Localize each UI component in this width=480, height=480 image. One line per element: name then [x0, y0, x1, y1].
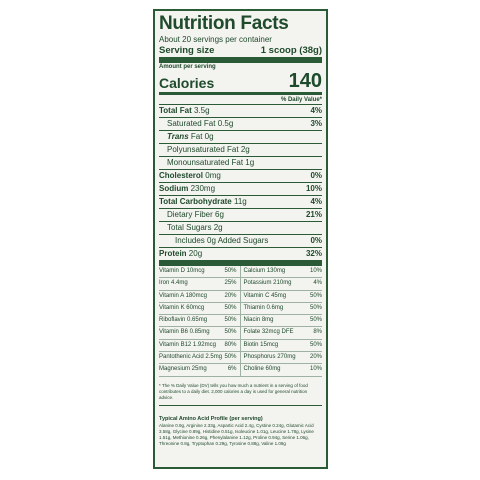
- nutrient-row-added-sugars: Includes 0g Added Sugars 0%: [159, 234, 322, 247]
- footnote-divider: [159, 404, 322, 406]
- vitamin-row: Vitamin B6 0.85mg 50% Folate 32mcg DFE 8%: [159, 327, 322, 340]
- thick-divider: [159, 57, 322, 63]
- vitamin-row: Riboflavin 0.65mg 50% Niacin 8mg 50%: [159, 315, 322, 328]
- amino-acid-profile: Alanine 0.9g, Arginine 2.33g, Aspartic A…: [159, 422, 314, 446]
- vitamin-row: Vitamin K 60mcg 50% Thiamin 0.6mg 50%: [159, 302, 322, 316]
- nutrient-row-total-fat: Total Fat 3.5g 4%: [159, 104, 322, 115]
- nutrient-row-total-carbohydrate: Total Carbohydrate 11g 4%: [159, 195, 322, 206]
- daily-value-header: % Daily Value*: [280, 97, 322, 103]
- nutrient-row-polyunsaturated-fat: Polyunsaturated Fat 2g: [159, 143, 322, 156]
- nutrient-row-protein: Protein 20g 32%: [159, 247, 322, 258]
- servings-per-container: About 20 servings per container: [159, 35, 272, 44]
- daily-value-footnote: * The % Daily Value (DV) tells you how m…: [159, 382, 308, 400]
- serving-size-value: 1 scoop (38g): [260, 45, 322, 56]
- nutrient-row-sodium: Sodium 230mg 10%: [159, 182, 322, 193]
- nutrient-row-total-sugars: Total Sugars 2g: [159, 221, 322, 234]
- amount-per-serving: Amount per serving: [159, 64, 216, 70]
- nutrient-row-saturated-fat: Saturated Fat 0.5g 3%: [159, 117, 322, 130]
- vitamin-row: Vitamin D 10mcg 50% Calcium 130mg 10%: [159, 266, 322, 279]
- nutrient-row-dietary-fiber: Dietary Fiber 6g 21%: [159, 208, 322, 221]
- vitamin-row: Vitamin A 180mcg 20% Vitamin C 45mg 50%: [159, 290, 322, 303]
- nutrient-row-monounsaturated-fat: Monounsaturated Fat 1g: [159, 156, 322, 169]
- nutrient-row-cholesterol: Cholesterol 0mg 0%: [159, 169, 322, 180]
- vitamin-row: Pantothenic Acid 2.5mg 50% Phosphorus 270…: [159, 352, 322, 365]
- calories-label: Calories: [159, 75, 215, 91]
- nutrient-row-trans-fat: Trans Fat 0g: [159, 130, 322, 143]
- vitamin-row: Vitamin B12 1.92mcg 80% Biotin 15mcg 50%: [159, 339, 322, 353]
- medium-divider: [159, 92, 322, 95]
- vitamins-grid: Vitamin D 10mcg 50% Calcium 130mg 10% Iron…: [159, 260, 322, 377]
- serving-size-label: Serving size: [159, 45, 215, 56]
- label-title: Nutrition Facts: [159, 13, 289, 34]
- serving-size-row: Serving size 1 scoop (38g): [159, 45, 322, 56]
- calories-value: 140: [288, 70, 322, 92]
- vitamin-row: Magnesium 25mg 6% Choline 60mg 10%: [159, 364, 322, 377]
- nutrition-facts-label: Nutrition Facts About 20 servings per co…: [153, 9, 328, 469]
- amino-acid-title: Typical Amino Acid Profile (per serving): [159, 415, 263, 422]
- vitamin-row: Iron 4.4mg 25% Potassium 210mg 4%: [159, 278, 322, 291]
- calories-row: Calories 140: [159, 71, 322, 91]
